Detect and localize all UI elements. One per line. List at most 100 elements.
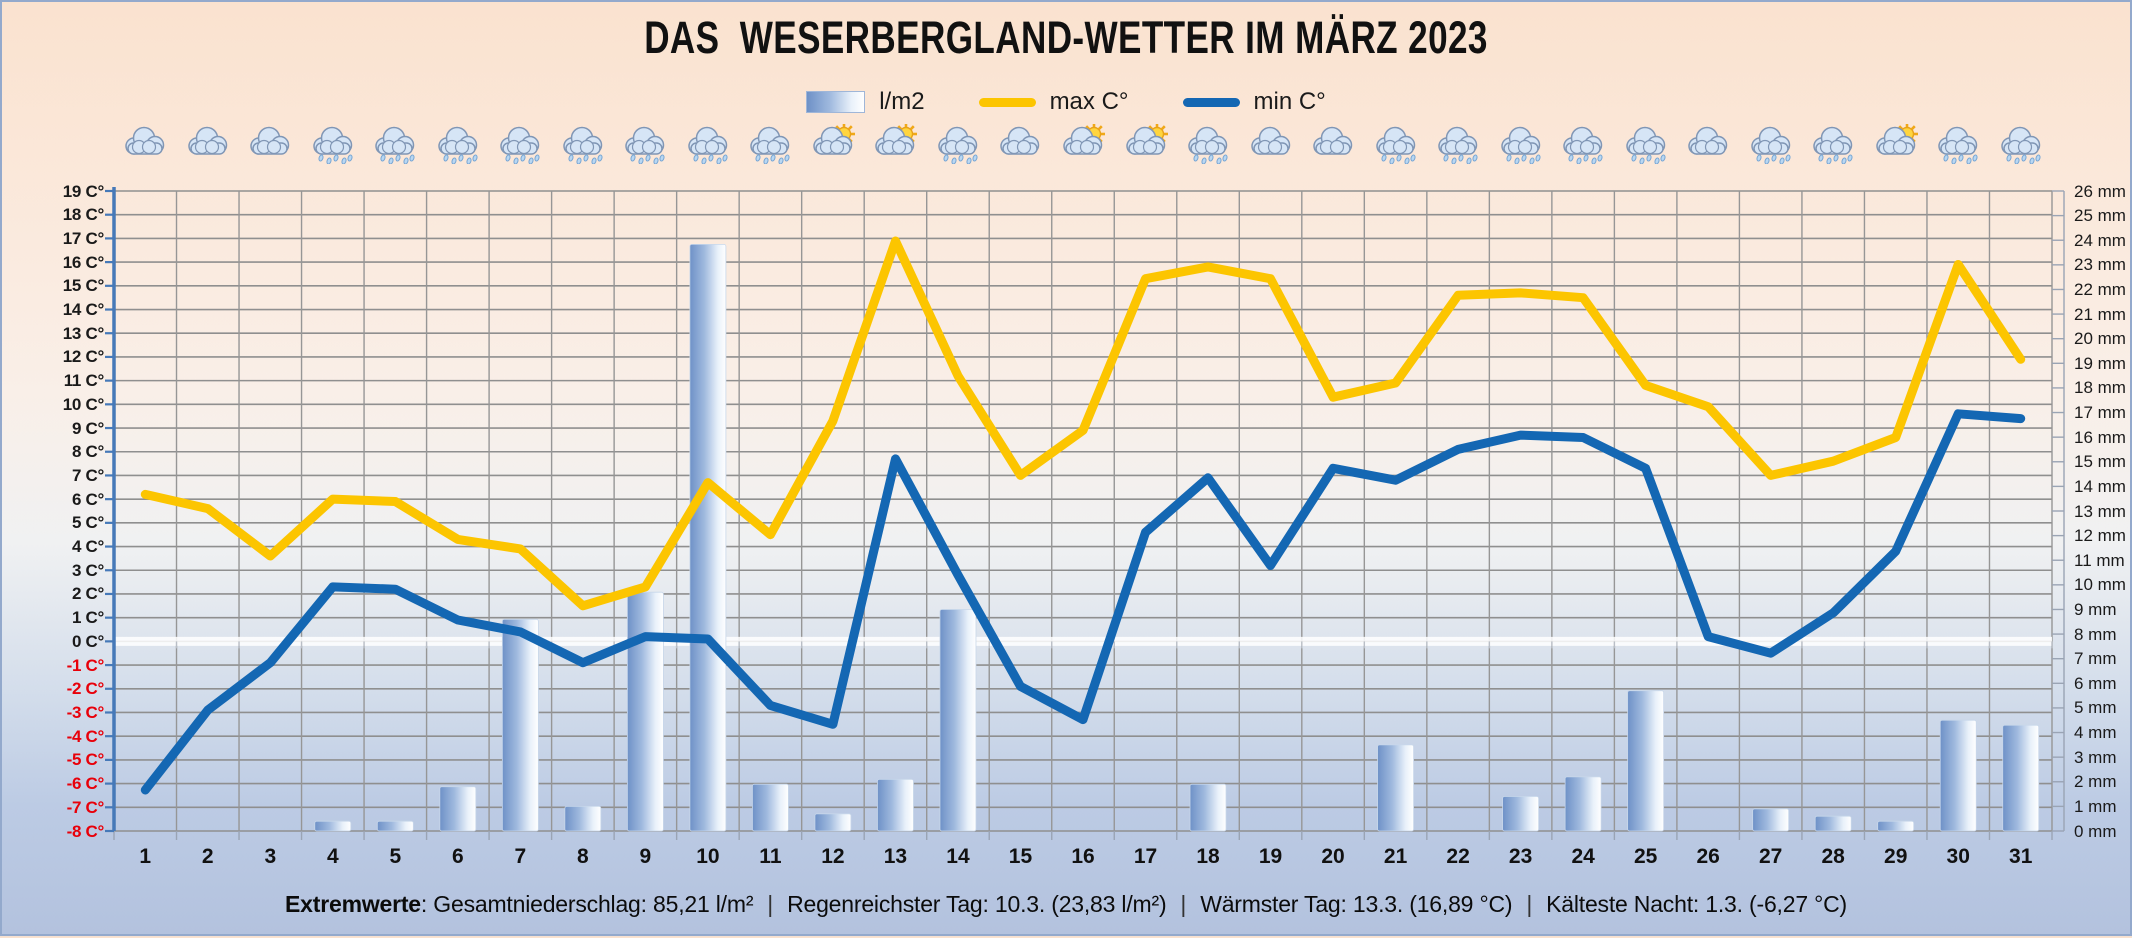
raindrops-icon (1756, 154, 1791, 165)
raindrops-icon (1943, 154, 1978, 165)
cloud-icon (1625, 126, 1665, 155)
precip-bar (1752, 808, 1790, 832)
y-axis-label-right: 2 mm (2074, 772, 2117, 792)
weather-icon-sun (809, 123, 857, 164)
y-axis-label-left: 18 C° (62, 205, 105, 225)
cloud-icon (500, 126, 540, 155)
cloud-icon (563, 126, 603, 155)
legend-label-precipitation: l/m2 (879, 88, 925, 115)
precip-bar (1627, 690, 1665, 832)
weather-icon-rain (434, 124, 482, 165)
cloud-icon (938, 126, 978, 155)
y-axis-label-left: -6 C° (66, 774, 105, 794)
raindrops-icon (1381, 154, 1416, 165)
precip-bar (501, 618, 539, 832)
y-axis-label-left: -5 C° (66, 750, 105, 770)
weather-icon-rain (684, 124, 732, 165)
cloud-icon (1563, 126, 1603, 155)
y-axis-label-right: 10 mm (2074, 575, 2126, 595)
weather-icon-rain (1934, 124, 1982, 165)
y-axis-label-left: 16 C° (62, 252, 105, 272)
raindrops-icon (1568, 154, 1603, 165)
raindrops-icon (568, 154, 603, 165)
y-axis-label-right: 6 mm (2074, 673, 2117, 693)
precip-bar (689, 243, 727, 832)
weather-icon-rain (1809, 124, 1857, 165)
x-axis-day-label: 20 (1321, 845, 1345, 868)
page-title: DAS WESERBERGLAND-WETTER IM MÄRZ 2023 (644, 12, 1488, 63)
raindrops-icon (1818, 154, 1853, 165)
weather-icon-rain (496, 124, 544, 165)
weather-icon-rain (934, 124, 982, 165)
y-axis-label-right: 1 mm (2074, 796, 2117, 816)
weather-icon-rain (621, 124, 669, 165)
precipitation-bars (314, 243, 2040, 832)
raindrops-icon (755, 154, 790, 165)
precip-bar (439, 786, 477, 832)
y-axis-label-right: 5 mm (2074, 698, 2117, 718)
raindrops-icon (1631, 154, 1666, 165)
weather-icon-rain (371, 124, 419, 165)
legend-label-max-temp: max C° (1049, 88, 1129, 115)
cloud-icon (1688, 126, 1728, 155)
weather-icon-cloud (996, 124, 1044, 164)
y-axis-label-right: 17 mm (2074, 403, 2126, 423)
y-axis-label-left: -4 C° (66, 726, 105, 746)
cloud-icon (1250, 126, 1290, 155)
cloud-icon (1938, 126, 1978, 155)
footer-separator: | (1180, 891, 1187, 917)
y-axis-label-left: -3 C° (66, 702, 105, 722)
weather-icon-cloud (246, 124, 294, 164)
cloud-icon (1188, 126, 1228, 155)
x-axis-day-label: 25 (1633, 845, 1658, 868)
precip-bar (314, 820, 352, 832)
y-axis-label-right: 18 mm (2074, 378, 2126, 398)
cloud-icon (2000, 126, 2040, 155)
y-axis-label-left: 5 C° (71, 513, 104, 533)
extremes-item-rainiest-day: Regenreichster Tag: 10.3. (23,83 l/m²) (787, 891, 1167, 917)
extremes-item-total-precipitation: Gesamtniederschlag: 85,21 l/m² (433, 891, 754, 917)
y-axis-label-right: 26 mm (2074, 181, 2126, 201)
x-axis-day-label: 10 (696, 845, 720, 868)
y-axis-label-left: -2 C° (66, 679, 105, 699)
x-axis-day-label: 11 (759, 845, 782, 868)
extremes-label-suffix: : (420, 891, 434, 917)
cloud-icon (1500, 126, 1540, 155)
weather-icon-sun (1059, 123, 1107, 164)
y-axis-label-left: 0 C° (71, 631, 104, 651)
weather-icon-rain (1747, 124, 1795, 165)
extremes-label: Extremwerte (285, 891, 421, 917)
x-axis-day-label: 22 (1446, 845, 1470, 868)
y-axis-label-left: 11 C° (63, 371, 105, 391)
x-axis-day-label: 29 (1884, 845, 1908, 868)
weather-icon-sun (1872, 123, 1920, 164)
raindrops-icon (943, 154, 978, 165)
precip-bar (877, 778, 914, 832)
y-axis-label-right: 14 mm (2074, 476, 2126, 496)
y-axis-label-left: 14 C° (62, 300, 105, 320)
raindrops-icon (2006, 154, 2041, 165)
precip-bar (1377, 744, 1414, 832)
y-axis-label-right: 23 mm (2074, 255, 2126, 275)
y-axis-label-left: -1 C° (66, 655, 105, 675)
weather-icon-cloud (1309, 124, 1357, 164)
x-axis-day-label: 24 (1571, 845, 1595, 868)
weather-icon-sun (871, 123, 919, 164)
min-temp-line (140, 409, 2026, 795)
cloud-icon (1875, 126, 1915, 155)
precip-bar (1814, 815, 1852, 832)
x-axis-day-label: 26 (1696, 845, 1720, 868)
weather-icon-rain (1372, 124, 1420, 165)
precip-bar (752, 783, 789, 832)
y-axis-label-left: 15 C° (62, 276, 105, 296)
y-axis-label-right: 21 mm (2074, 304, 2126, 324)
y-axis-label-right: 12 mm (2074, 526, 2126, 546)
precip-bar (1877, 820, 1915, 832)
max-temp-line-swatch-icon (978, 97, 1036, 107)
cloud-icon (813, 126, 853, 155)
x-axis-day-label: 7 (514, 845, 527, 868)
y-axis-label-left: 9 C° (71, 418, 104, 438)
cloud-icon (625, 126, 665, 155)
cloud-icon (1000, 126, 1040, 155)
